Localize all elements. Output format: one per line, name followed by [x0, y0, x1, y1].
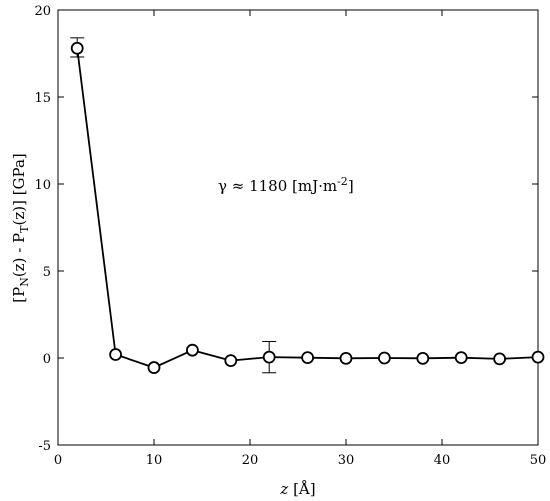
data-point: [416, 351, 430, 365]
data-point: [339, 351, 353, 365]
data-points: [70, 41, 545, 374]
x-tick-label: 10: [146, 453, 163, 468]
data-point: [377, 351, 391, 365]
plot-frame: [57, 9, 539, 446]
y-axis-label: [PN(z) - PT(z)] [GPa]: [10, 153, 31, 303]
data-point: [185, 343, 199, 357]
x-tick-label: 30: [338, 453, 355, 468]
x-axis-label: z [Å]: [279, 480, 315, 498]
data-point: [493, 352, 507, 366]
data-point: [301, 351, 315, 365]
data-point: [70, 41, 84, 55]
surface-tension-annotation: γ ≈ 1180 [mJ·m-2]: [218, 175, 354, 195]
y-tick-label: 5: [43, 265, 51, 280]
error-bars: [70, 37, 277, 374]
x-tick-label: 0: [54, 453, 62, 468]
data-point: [531, 350, 545, 364]
axis-ticks: [57, 9, 539, 446]
y-tick-label: 10: [34, 178, 51, 193]
x-tick-label: 40: [434, 453, 451, 468]
x-tick-label: 50: [530, 453, 547, 468]
y-tick-label: 0: [43, 352, 51, 367]
data-point: [454, 351, 468, 365]
y-tick-label: 15: [34, 91, 51, 106]
y-tick-label: 20: [34, 4, 51, 19]
y-tick-label: -5: [38, 439, 51, 454]
data-point: [147, 361, 161, 374]
data-point: [262, 350, 276, 364]
data-point: [109, 348, 122, 361]
series-line: [76, 48, 539, 369]
x-tick-label: 20: [242, 453, 259, 468]
data-point: [224, 354, 238, 368]
